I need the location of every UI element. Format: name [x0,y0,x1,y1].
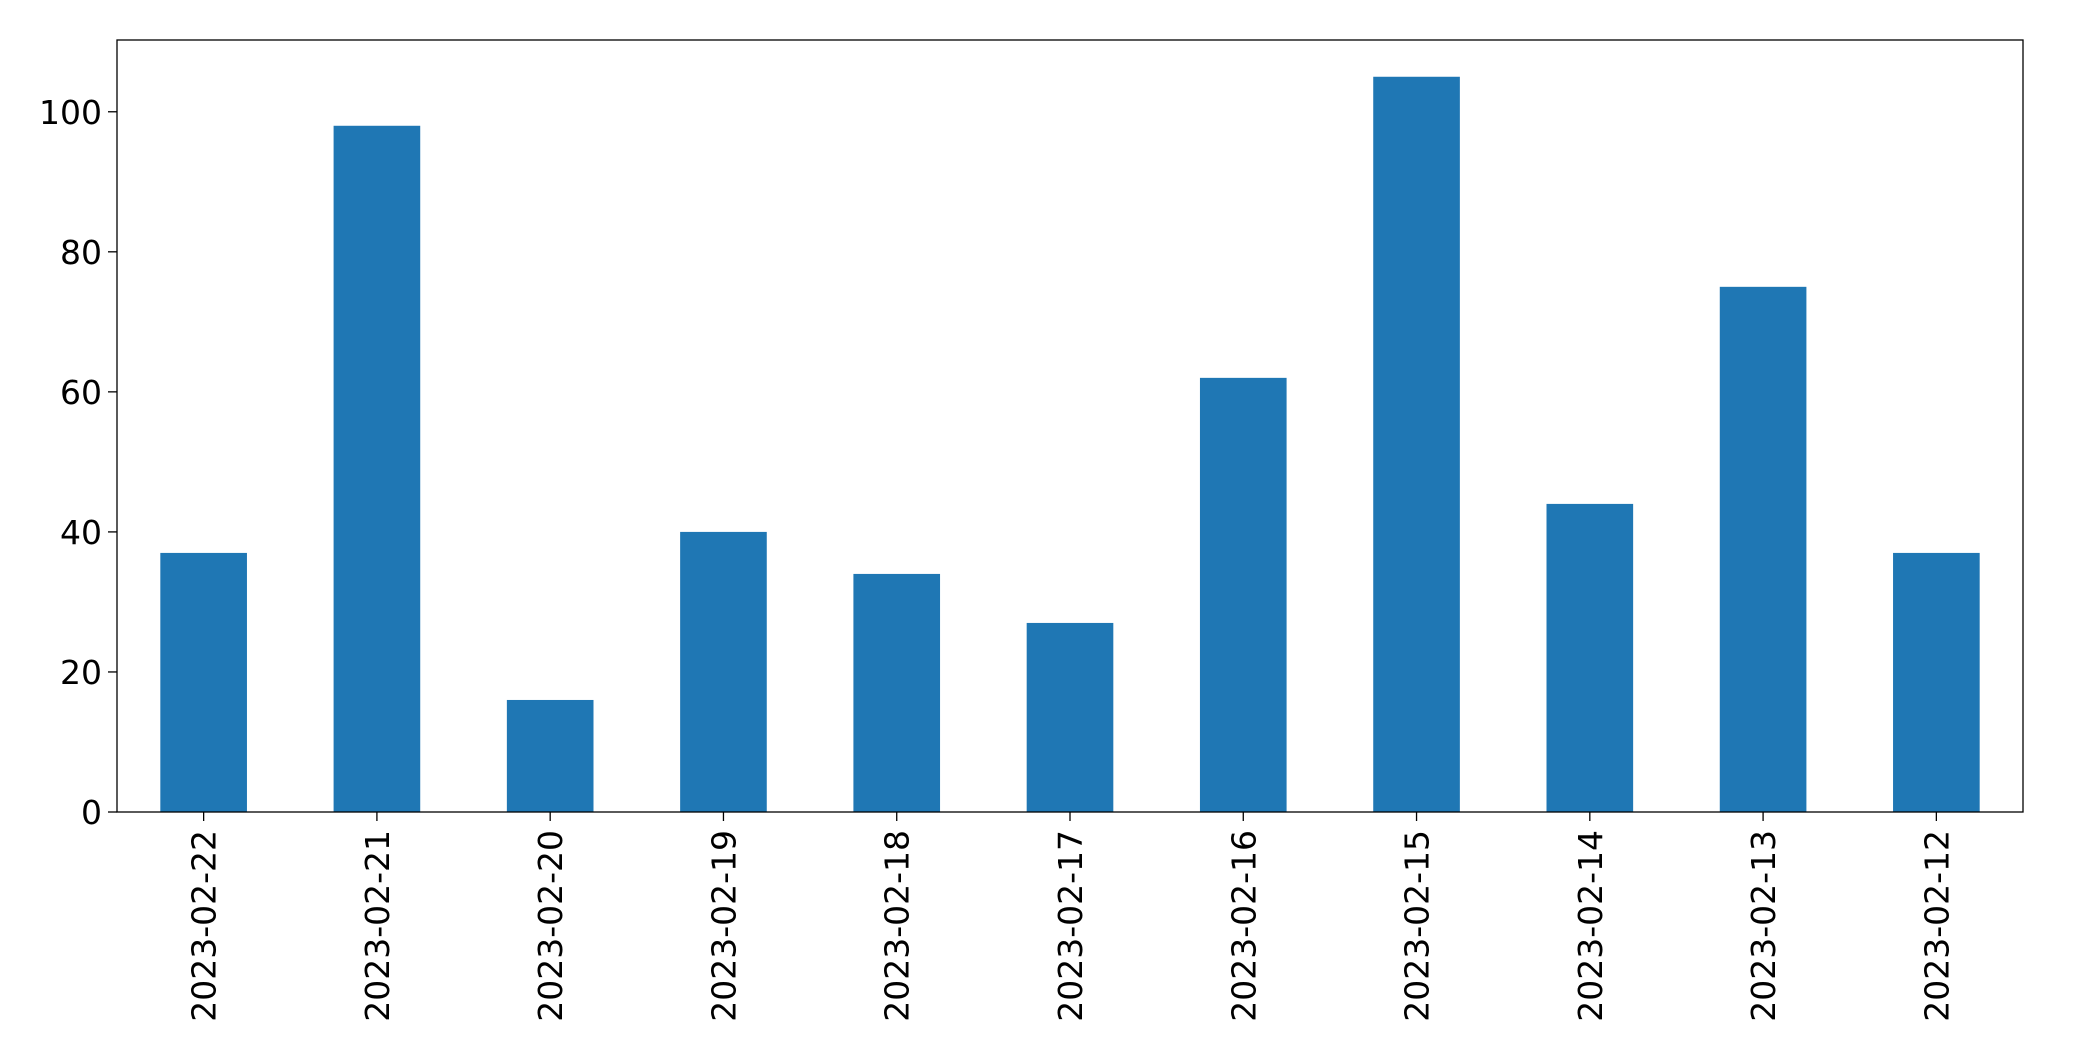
x-tick-label: 2023-02-13 [1744,830,1783,1022]
bar-2023-02-22 [160,552,247,812]
y-tick-label: 80 [60,233,102,272]
bar-2023-02-12 [1893,552,1980,812]
bar-2023-02-18 [853,573,941,812]
y-tick-label: 60 [60,373,102,412]
x-tick-label: 2023-02-20 [531,830,570,1022]
bars-group [160,76,1980,813]
x-tick-label: 2023-02-19 [704,830,743,1022]
x-tick-label: 2023-02-12 [1917,830,1956,1022]
bar-2023-02-21 [333,125,421,813]
y-tick-label: 100 [39,93,102,132]
bar-2023-02-16 [1199,377,1287,812]
x-tick-label: 2023-02-22 [185,830,224,1022]
bar-2023-02-17 [1026,622,1114,812]
bar-2023-02-20 [506,699,594,812]
x-axis: 2023-02-22 2023-02-21 2023-02-20 2023-02-19… [185,812,1956,1022]
y-axis: 0 20 40 60 80 100 [39,93,117,832]
bar-2023-02-19 [680,531,767,812]
bar-2023-02-13 [1719,286,1807,812]
x-tick-label: 2023-02-15 [1398,830,1437,1022]
y-tick-label: 20 [60,653,102,692]
x-tick-label: 2023-02-17 [1051,830,1090,1022]
plot-frame [116,39,2024,813]
x-tick-label: 2023-02-16 [1224,830,1263,1022]
x-tick-label: 2023-02-21 [358,830,397,1022]
y-tick-label: 40 [60,513,102,552]
y-tick-label: 0 [81,793,102,832]
x-tick-label: 2023-02-14 [1571,830,1610,1022]
bar-2023-02-15 [1373,76,1460,812]
bar-2023-02-14 [1546,503,1634,812]
x-tick-label: 2023-02-18 [878,830,917,1022]
